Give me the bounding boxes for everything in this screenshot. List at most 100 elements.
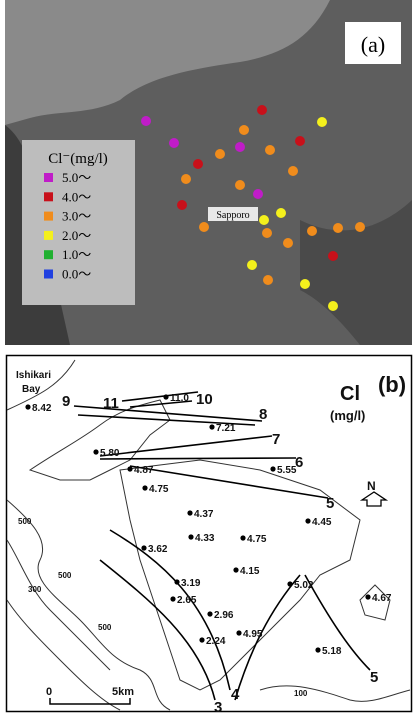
legend-swatch — [44, 192, 53, 202]
hills — [300, 200, 412, 345]
sample-point — [199, 637, 205, 643]
isoline-label: 3 — [214, 699, 222, 716]
sample-dot — [355, 222, 365, 232]
sample-dot — [181, 174, 191, 184]
sample-point — [209, 424, 215, 430]
sample-dot — [263, 275, 273, 285]
sample-dot — [169, 138, 179, 148]
point-value: 4.75 — [247, 534, 267, 545]
point-value: 2.24 — [206, 636, 226, 647]
scale-bar — [49, 698, 131, 705]
point-value: 4.95 — [243, 629, 263, 640]
sample-point — [25, 404, 31, 410]
legend-label: 4.0〜 — [62, 189, 91, 204]
sample-point — [365, 594, 371, 600]
legend-swatch — [44, 211, 53, 221]
point-value: 5.18 — [322, 646, 342, 657]
panel-b: (b) Ishikari Bay Cl (mg/l) N 11 10 9 8 7… — [5, 354, 413, 716]
point-value: 4.67 — [372, 593, 392, 604]
sea — [5, 0, 330, 125]
sample-point — [315, 647, 321, 653]
legend — [22, 140, 135, 305]
point-value: 3.19 — [181, 578, 201, 589]
elevation-label: 100 — [294, 689, 308, 698]
legend-swatch — [44, 173, 53, 182]
contour-map — [5, 354, 413, 713]
point-value: 4.87 — [134, 465, 154, 476]
sample-dot — [317, 117, 327, 127]
sample-point — [305, 518, 311, 524]
elevation-label: 300 — [28, 585, 42, 594]
sample-dot — [235, 142, 245, 152]
sample-point — [142, 485, 148, 491]
sample-point — [141, 545, 147, 551]
city-label: Sapporo — [216, 210, 249, 221]
elevation-label: 500 — [58, 571, 72, 580]
sample-dot — [283, 238, 293, 248]
elevation-label: 500 — [18, 517, 32, 526]
bay-label: Ishikari — [16, 370, 51, 381]
north-label: N — [367, 479, 376, 493]
point-value: 7.21 — [216, 423, 236, 434]
point-value: 5.80 — [100, 448, 120, 459]
sample-dot — [333, 223, 343, 233]
sample-points: 11.0 8.42 7.21 5.80 4.87 5.55 4.75 4.37 4.45 3.62… — [25, 393, 392, 657]
legend-label: 5.0〜 — [62, 170, 91, 185]
legend-label: 0.0〜 — [62, 267, 91, 282]
isoline-label: 10 — [196, 391, 213, 408]
legend-swatch — [44, 269, 53, 279]
map-title: Cl — [340, 383, 360, 405]
sample-dot — [265, 145, 275, 155]
isolines — [73, 391, 371, 701]
sample-point — [236, 630, 242, 636]
sample-point — [163, 394, 169, 400]
legend-swatch — [44, 230, 53, 240]
legend-label: 2.0〜 — [62, 228, 91, 243]
point-value: 4.33 — [195, 533, 215, 544]
sample-dot — [141, 116, 151, 126]
sample-dot — [328, 301, 338, 311]
sample-dot — [288, 166, 298, 176]
sample-dot — [259, 215, 269, 225]
panel-label: (a) — [361, 32, 385, 57]
isoline-label: 5 — [326, 495, 334, 512]
panel-label: (b) — [378, 372, 406, 397]
point-value: 4.15 — [240, 566, 260, 577]
sample-point — [233, 567, 239, 573]
sample-dot — [253, 189, 263, 199]
sample-dot — [239, 125, 249, 135]
isoline-label: 9 — [62, 393, 70, 410]
isoline-label: 7 — [272, 431, 280, 448]
panel-a: (a) Cl⁻(mg/l) 5.0〜 4.0〜 3.0〜 2.0〜 1.0〜 0.0〜 S… — [5, 0, 412, 345]
point-value: 2.96 — [214, 610, 234, 621]
sample-dot — [193, 159, 203, 169]
sample-point — [207, 611, 213, 617]
point-value: 4.45 — [312, 517, 332, 528]
sample-dot — [307, 226, 317, 236]
sample-dot — [257, 105, 267, 115]
sample-point — [270, 466, 276, 472]
bay-label: Bay — [22, 384, 41, 395]
sample-dots — [141, 105, 365, 311]
point-value: 5.55 — [277, 465, 297, 476]
sample-point — [127, 466, 133, 472]
sample-dot — [300, 279, 310, 289]
point-value: 11.0 — [170, 393, 189, 404]
legend-title: Cl⁻(mg/l) — [48, 151, 108, 167]
isoline-label: 11 — [103, 395, 119, 412]
map-unit: (mg/l) — [330, 408, 365, 423]
sample-dot — [215, 149, 225, 159]
isoline-label: 5 — [370, 669, 378, 686]
point-value: 5.02 — [294, 580, 314, 591]
point-value: 3.62 — [148, 544, 168, 555]
isoline-label: 8 — [259, 406, 267, 423]
scale-label: 0 — [46, 686, 52, 698]
legend-items: 5.0〜 4.0〜 3.0〜 2.0〜 1.0〜 0.0〜 — [44, 170, 91, 282]
sample-point — [188, 534, 194, 540]
point-value: 4.75 — [149, 484, 169, 495]
sample-dot — [177, 200, 187, 210]
legend-swatch — [44, 250, 53, 260]
isoline-label: 6 — [295, 454, 303, 471]
sample-point — [170, 596, 176, 602]
